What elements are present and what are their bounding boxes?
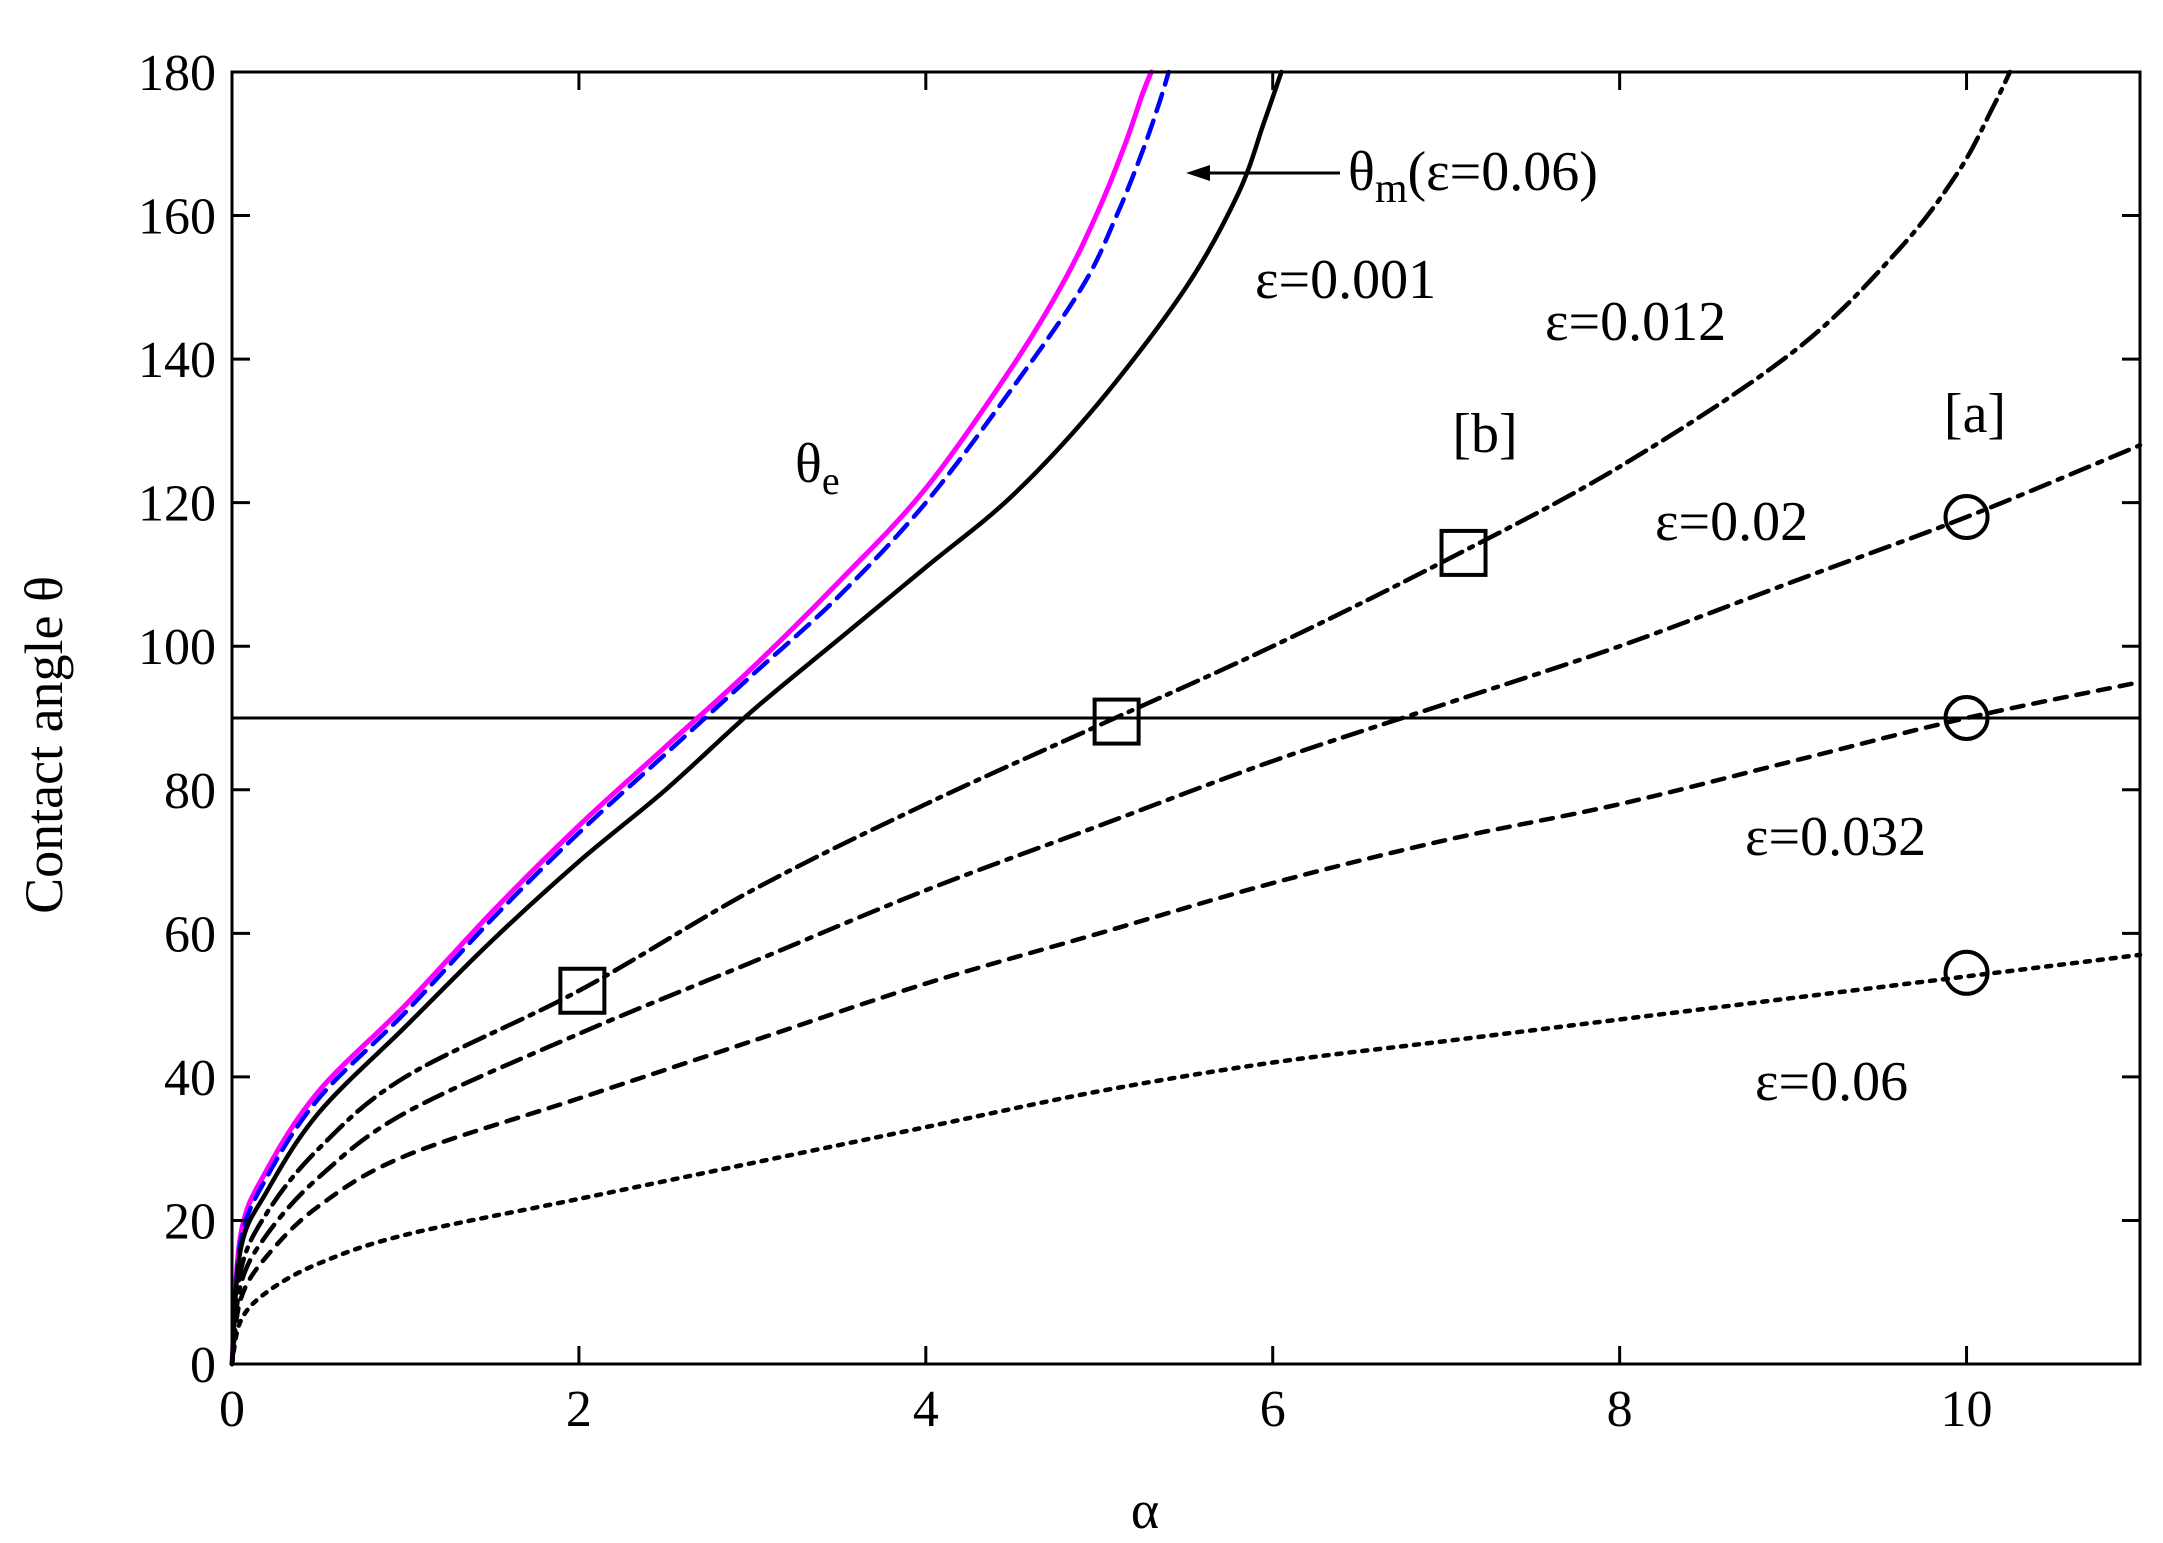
theta-m-subscript: m [1375, 166, 1408, 212]
y-tick-label: 140 [138, 332, 216, 389]
plot-frame [230, 70, 2142, 1366]
label-a: [a] [1944, 383, 2006, 445]
theta-e-subscript: e [822, 458, 840, 503]
y-tick-label: 20 [164, 1193, 216, 1250]
x-tick-label: 4 [913, 1381, 939, 1438]
y-tick-label: 180 [138, 45, 216, 102]
square-marker [1092, 697, 1141, 746]
y-tick-label: 120 [138, 476, 216, 533]
y-tick-label: 160 [138, 189, 216, 246]
circle-marker [1943, 949, 1990, 996]
label-eps-0001: ε=0.001 [1255, 249, 1436, 311]
series-line-3 [229, 69, 2013, 1367]
series-line-2 [229, 69, 1284, 1367]
plot-area [229, 69, 2143, 1367]
theta-e-symbol: θ [795, 433, 822, 495]
y-tick-label: 100 [138, 619, 216, 676]
label-b: [b] [1452, 403, 1517, 465]
circle-marker [1943, 494, 1990, 541]
y-axis-title: Contact angle θ [14, 576, 74, 914]
square-marker [1439, 528, 1488, 577]
x-tick-label: 2 [566, 1381, 592, 1438]
label-eps-006: ε=0.06 [1755, 1051, 1908, 1113]
series-line-4 [229, 442, 2143, 1367]
theta-m-rest: (ε=0.06) [1408, 141, 1598, 203]
series-line-6 [229, 952, 2143, 1367]
x-tick-label: 10 [1941, 1381, 1993, 1438]
label-eps-0012: ε=0.012 [1545, 291, 1726, 353]
y-tick-label: 80 [164, 763, 216, 820]
y-tick-label: 60 [164, 906, 216, 963]
series-line-0 [229, 69, 1154, 1367]
theta-e-label: θe [795, 433, 840, 503]
x-tick-label: 0 [219, 1381, 245, 1438]
square-marker [558, 966, 607, 1015]
y-tick-label: 0 [190, 1337, 216, 1394]
x-tick-label: 8 [1607, 1381, 1633, 1438]
theta-m-label: θm(ε=0.06) [1348, 141, 1598, 212]
label-eps-002: ε=0.02 [1655, 491, 1808, 553]
series-line-5 [229, 679, 2143, 1367]
circle-marker [1943, 695, 1990, 741]
theta-m-symbol: θ [1348, 141, 1375, 203]
x-tick-label: 6 [1260, 1381, 1286, 1438]
x-axis-title: α [1131, 1480, 1159, 1540]
theta-m-arrowhead [1186, 165, 1210, 181]
y-tick-label: 40 [164, 1050, 216, 1107]
label-eps-0032: ε=0.032 [1745, 806, 1926, 868]
series-line-1 [229, 69, 1171, 1367]
